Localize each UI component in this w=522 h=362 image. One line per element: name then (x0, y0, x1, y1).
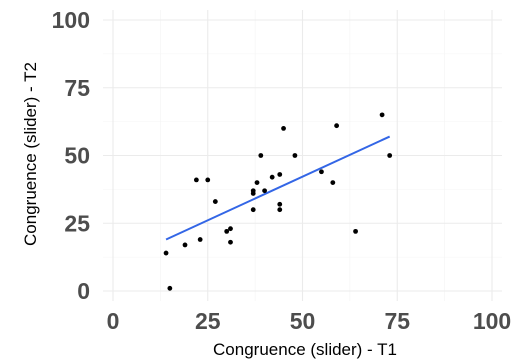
y-tick-labels: 0 25 50 75 100 (52, 7, 91, 304)
data-point (387, 153, 393, 158)
x-tick-label: 50 (290, 308, 316, 334)
regression-line (165, 135, 391, 241)
y-tick-label: 100 (52, 7, 90, 33)
y-axis-title: Congruence (slider) - T2 (21, 62, 40, 246)
data-point (281, 125, 286, 131)
data-point (163, 250, 169, 256)
data-point (212, 199, 218, 204)
data-point (182, 242, 188, 248)
data-point (269, 174, 275, 180)
y-tick-label: 75 (64, 75, 90, 101)
data-point (193, 177, 199, 183)
data-point (167, 285, 173, 291)
data-point (277, 201, 283, 207)
x-axis-title: Congruence (slider) - T1 (213, 340, 397, 359)
data-point (334, 123, 340, 129)
data-point (250, 207, 256, 213)
x-tick-label: 75 (384, 308, 410, 334)
data-point (228, 239, 233, 245)
data-point (197, 237, 203, 242)
x-tick-label: 100 (473, 308, 511, 334)
data-point (254, 180, 260, 186)
data-point (224, 228, 230, 234)
data-point (262, 188, 267, 194)
x-tick-label: 0 (107, 308, 120, 334)
data-point (258, 153, 264, 158)
data-point (205, 177, 211, 183)
data-point (277, 172, 283, 177)
x-tick-labels: 0 25 50 75 100 (107, 308, 512, 334)
data-point (228, 226, 233, 232)
fit-line-group (165, 135, 391, 241)
y-tick-label: 50 (64, 143, 90, 169)
data-point (250, 188, 256, 194)
data-point (353, 228, 358, 234)
y-tick-label: 0 (77, 278, 90, 304)
y-tick-label: 25 (64, 210, 90, 236)
data-point (319, 169, 324, 175)
grid (103, 10, 502, 301)
data-point (292, 153, 298, 158)
data-points (163, 112, 393, 291)
data-point (330, 180, 336, 186)
data-point (379, 112, 385, 118)
x-tick-label: 25 (195, 308, 221, 334)
data-point (277, 207, 283, 213)
